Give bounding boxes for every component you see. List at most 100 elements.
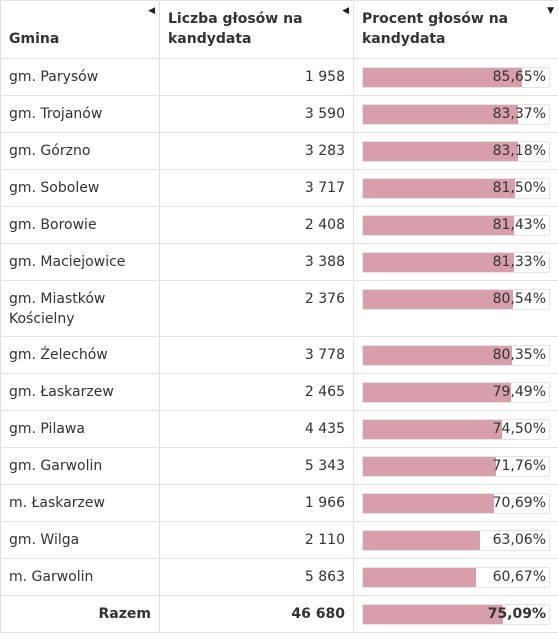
table-row: gm. Parysów 1 958 85,65% [0, 58, 558, 96]
table-row: gm. Maciejowice 3 388 81,33% [0, 243, 558, 281]
percent-bar: 70,69% [362, 492, 550, 514]
votes-count: 2 110 [159, 521, 354, 559]
table-row: m. Garwolin 5 863 60,67% [0, 558, 558, 596]
table-row: gm. Żelechów 3 778 80,35% [0, 336, 558, 374]
votes-count: 3 283 [159, 132, 354, 170]
percent-cell: 74,50% [353, 410, 558, 448]
gmina-name: m. Łaskarzew [0, 484, 160, 522]
gmina-name: gm. Borowie [0, 206, 160, 244]
percent-label: 85,65% [492, 68, 546, 85]
percent-bar-fill [363, 419, 502, 439]
table-row: gm. Górzno 3 283 83,18% [0, 132, 558, 170]
table-row: gm. Łaskarzew 2 465 79,49% [0, 373, 558, 411]
percent-cell: 71,76% [353, 447, 558, 485]
table-body: gm. Parysów 1 958 85,65% gm. Trojanów 3 590 8… [0, 58, 558, 633]
header-row: Gmina ◀ Liczba głosów na kandydata ◀ Pro… [0, 0, 558, 59]
table-row: gm. Borowie 2 408 81,43% [0, 206, 558, 244]
gmina-name: gm. Parysów [0, 58, 160, 96]
percent-label: 80,54% [492, 291, 546, 307]
votes-count: 2 376 [159, 280, 354, 337]
percent-bar-fill [363, 290, 513, 309]
percent-bar-fill [363, 345, 513, 365]
votes-count: 3 388 [159, 243, 354, 281]
table-row: gm. Garwolin 5 343 71,76% [0, 447, 558, 485]
percent-cell: 75,09% [353, 595, 558, 633]
percent-bar-fill [363, 67, 523, 87]
gmina-name: gm. Pilawa [0, 410, 160, 448]
table-row: gm. Sobolew 3 717 81,50% [0, 169, 558, 207]
gmina-name: gm. Żelechów [0, 336, 160, 374]
percent-cell: 83,18% [353, 132, 558, 170]
percent-label: 81,50% [492, 179, 546, 196]
percent-label: 80,35% [492, 346, 546, 363]
percent-label: 79,49% [492, 383, 546, 400]
percent-bar-fill [363, 530, 481, 550]
percent-bar-fill [363, 178, 515, 198]
percent-label: 83,37% [492, 105, 546, 122]
percent-cell: 81,33% [353, 243, 558, 281]
votes-count: 4 435 [159, 410, 354, 448]
votes-count: 5 863 [159, 558, 354, 596]
percent-bar-fill [363, 493, 495, 513]
table-row: gm. Miastków Kościelny 2 376 80,54% [0, 280, 558, 337]
gmina-name: m. Garwolin [0, 558, 160, 596]
percent-bar: 75,09% [362, 603, 550, 625]
percent-bar-fill [363, 104, 519, 124]
table-row: gm. Trojanów 3 590 83,37% [0, 95, 558, 133]
gmina-name: gm. Wilga [0, 521, 160, 559]
percent-bar: 85,65% [362, 66, 550, 88]
percent-label: 83,18% [492, 142, 546, 159]
column-header-gmina[interactable]: Gmina ◀ [0, 0, 160, 59]
percent-cell: 83,37% [353, 95, 558, 133]
votes-count: 2 465 [159, 373, 354, 411]
column-header-percent[interactable]: Procent głosów na kandydata ▼ [353, 0, 558, 59]
percent-bar: 71,76% [362, 455, 550, 477]
sort-left-icon[interactable]: ◀ [148, 6, 155, 16]
table-row: m. Łaskarzew 1 966 70,69% [0, 484, 558, 522]
gmina-name: gm. Miastków Kościelny [0, 280, 160, 337]
votes-count: 1 958 [159, 58, 354, 96]
percent-bar: 83,37% [362, 103, 550, 125]
table-row: gm. Wilga 2 110 63,06% [0, 521, 558, 559]
votes-count: 1 966 [159, 484, 354, 522]
gmina-name: gm. Garwolin [0, 447, 160, 485]
percent-cell: 80,35% [353, 336, 558, 374]
percent-bar-fill [363, 604, 503, 624]
percent-bar: 81,50% [362, 177, 550, 199]
sort-down-icon[interactable]: ▼ [547, 6, 554, 16]
percent-cell: 81,43% [353, 206, 558, 244]
percent-cell: 60,67% [353, 558, 558, 596]
percent-cell: 80,54% [353, 280, 558, 337]
percent-cell: 81,50% [353, 169, 558, 207]
column-header-votes[interactable]: Liczba głosów na kandydata ◀ [159, 0, 354, 59]
column-header-label: Procent głosów na kandydata [362, 11, 509, 47]
percent-label: 74,50% [492, 420, 546, 437]
percent-cell: 63,06% [353, 521, 558, 559]
percent-bar: 83,18% [362, 140, 550, 162]
gmina-name: gm. Maciejowice [0, 243, 160, 281]
percent-cell: 85,65% [353, 58, 558, 96]
column-header-label: Liczba głosów na kandydata [168, 11, 303, 47]
votes-count: 3 778 [159, 336, 354, 374]
percent-label: 60,67% [492, 568, 546, 585]
percent-bar: 81,33% [362, 251, 550, 273]
percent-bar: 80,35% [362, 344, 550, 366]
votes-count: 3 717 [159, 169, 354, 207]
percent-label: 81,33% [492, 253, 546, 270]
total-label: Razem [0, 595, 160, 633]
votes-count: 3 590 [159, 95, 354, 133]
percent-bar: 63,06% [362, 529, 550, 551]
percent-label: 70,69% [492, 494, 546, 511]
percent-bar-fill [363, 252, 515, 272]
votes-count: 5 343 [159, 447, 354, 485]
sort-left-icon[interactable]: ◀ [342, 6, 349, 16]
percent-label: 71,76% [492, 457, 546, 474]
total-row: Razem 46 680 75,09% [0, 595, 558, 633]
percent-bar-fill [363, 141, 518, 161]
percent-label: 81,43% [492, 216, 546, 233]
gmina-name: gm. Górzno [0, 132, 160, 170]
gmina-name: gm. Sobolew [0, 169, 160, 207]
percent-bar: 81,43% [362, 214, 550, 236]
percent-bar: 60,67% [362, 566, 550, 588]
percent-bar: 80,54% [362, 289, 550, 310]
